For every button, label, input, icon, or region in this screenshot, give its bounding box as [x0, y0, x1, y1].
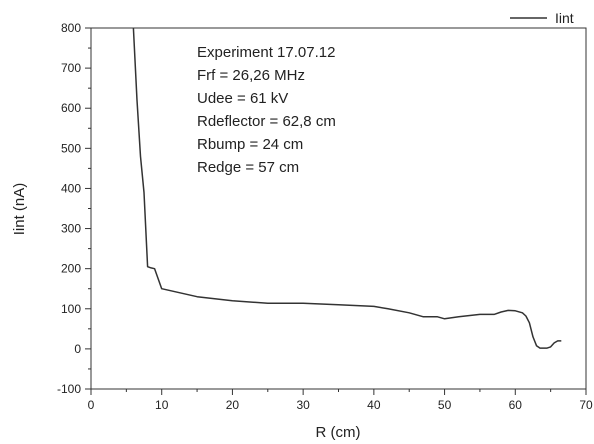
x-tick-label: 40 [367, 398, 381, 412]
x-tick-label: 60 [509, 398, 523, 412]
annotation-line: Redge = 57 cm [197, 159, 299, 176]
y-tick-label: 0 [74, 342, 81, 356]
annotation-block: Experiment 17.07.12 Frf = 26,26 MHz Udee… [197, 44, 336, 176]
annotation-line: Rdeflector = 62,8 cm [197, 113, 336, 130]
annotation-line: Rbump = 24 cm [197, 136, 303, 153]
y-tick-label: 600 [61, 101, 81, 115]
y-tick-label: 500 [61, 141, 81, 155]
x-tick-label: 10 [155, 398, 169, 412]
x-axis-ticks: 0 10 20 30 40 50 60 70 [88, 389, 593, 412]
y-axis-ticks: -100 0 100 200 300 400 500 600 700 800 [57, 21, 91, 396]
y-tick-label: 400 [61, 181, 81, 195]
annotation-line: Udee = 61 kV [197, 90, 288, 107]
y-axis-title: Iint (nA) [11, 183, 28, 236]
y-tick-label: 300 [61, 222, 81, 236]
legend: Iint [510, 10, 574, 26]
plot-frame [90, 27, 587, 390]
series-layer [132, 27, 562, 349]
y-tick-label: 200 [61, 262, 81, 276]
y-tick-label: -100 [57, 382, 81, 396]
x-tick-label: 20 [226, 398, 240, 412]
legend-label: Iint [555, 10, 574, 26]
x-tick-label: 50 [438, 398, 452, 412]
y-tick-label: 800 [61, 21, 81, 35]
y-tick-label: 100 [61, 302, 81, 316]
annotation-line: Experiment 17.07.12 [197, 44, 335, 61]
x-tick-label: 70 [579, 398, 593, 412]
y-tick-label: 700 [61, 61, 81, 75]
series-line-iint [132, 27, 562, 349]
x-tick-label: 30 [296, 398, 310, 412]
annotation-line: Frf = 26,26 MHz [197, 67, 305, 84]
x-axis-title: R (cm) [316, 424, 361, 441]
x-tick-label: 0 [88, 398, 95, 412]
